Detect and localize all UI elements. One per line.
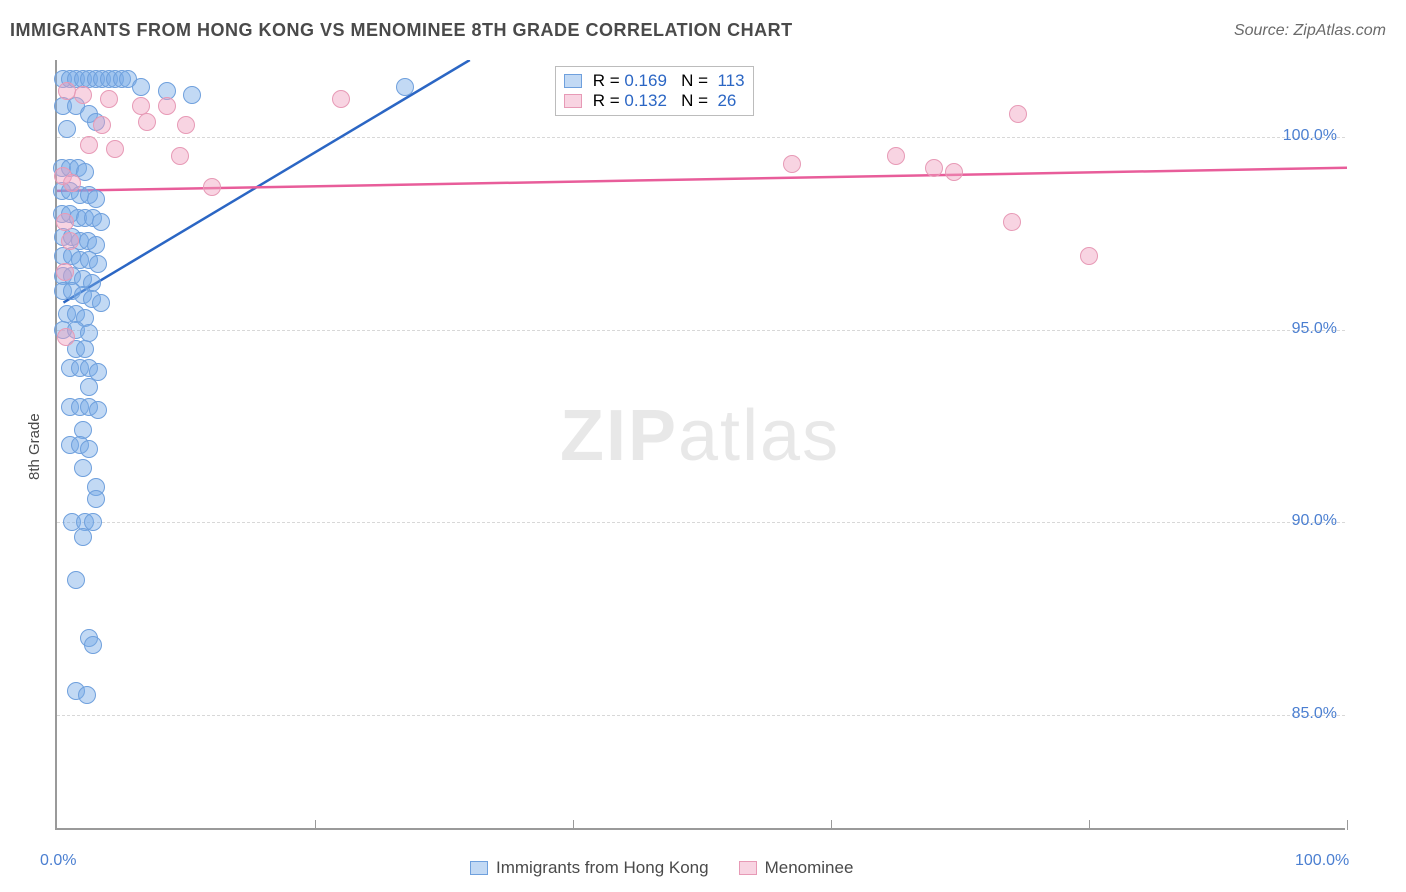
stats-legend-text: R = 0.169 N = 113 [588, 71, 745, 91]
data-point-hk [78, 686, 96, 704]
legend-swatch [564, 74, 582, 88]
x-tick-label-min: 0.0% [40, 852, 76, 870]
legend-swatch [739, 861, 757, 875]
data-point-hk [87, 490, 105, 508]
data-point-men [1009, 105, 1027, 123]
trend-line-hk [63, 60, 469, 303]
data-point-men [56, 213, 74, 231]
bottom-legend-item-hk: Immigrants from Hong Kong [470, 858, 709, 878]
data-point-men [1003, 213, 1021, 231]
x-tick-mark [1347, 820, 1348, 830]
stats-legend-text: R = 0.132 N = 26 [588, 91, 736, 111]
data-point-hk [84, 636, 102, 654]
legend-swatch [470, 861, 488, 875]
legend-swatch [564, 94, 582, 108]
data-point-men [57, 328, 75, 346]
trend-line-men [57, 168, 1347, 191]
plot-area: 85.0%90.0%95.0%100.0% [55, 60, 1345, 830]
data-point-men [177, 116, 195, 134]
data-point-men [203, 178, 221, 196]
data-point-men [61, 232, 79, 250]
stats-legend-row-hk: R = 0.169 N = 113 [564, 71, 745, 91]
data-point-hk [89, 401, 107, 419]
data-point-men [171, 147, 189, 165]
data-point-hk [92, 213, 110, 231]
data-point-hk [80, 378, 98, 396]
data-point-men [332, 90, 350, 108]
stats-legend-row-men: R = 0.132 N = 26 [564, 91, 745, 111]
bottom-legend: Immigrants from Hong Kong Menominee [470, 858, 853, 878]
bottom-legend-label: Immigrants from Hong Kong [496, 858, 709, 878]
data-point-hk [183, 86, 201, 104]
data-point-hk [58, 120, 76, 138]
chart-title: IMMIGRANTS FROM HONG KONG VS MENOMINEE 8… [10, 20, 793, 41]
bottom-legend-item-men: Menominee [739, 858, 854, 878]
data-point-hk [89, 255, 107, 273]
data-point-men [106, 140, 124, 158]
y-axis-label: 8th Grade [26, 413, 43, 480]
data-point-hk [76, 340, 94, 358]
data-point-men [63, 174, 81, 192]
stats-legend: R = 0.169 N = 113 R = 0.132 N = 26 [555, 66, 754, 116]
source-label: Source: ZipAtlas.com [1234, 22, 1386, 40]
bottom-legend-label: Menominee [765, 858, 854, 878]
x-tick-label-max: 100.0% [1295, 852, 1349, 870]
data-point-men [93, 116, 111, 134]
data-point-hk [74, 528, 92, 546]
data-point-hk [92, 294, 110, 312]
data-point-men [100, 90, 118, 108]
data-point-hk [87, 190, 105, 208]
trend-overlay [57, 60, 1347, 830]
data-point-men [56, 263, 74, 281]
data-point-men [783, 155, 801, 173]
data-point-hk [132, 78, 150, 96]
data-point-men [80, 136, 98, 154]
data-point-men [945, 163, 963, 181]
data-point-men [1080, 247, 1098, 265]
data-point-men [74, 86, 92, 104]
data-point-hk [396, 78, 414, 96]
data-point-hk [80, 440, 98, 458]
data-point-men [158, 97, 176, 115]
data-point-hk [84, 513, 102, 531]
data-point-hk [74, 459, 92, 477]
data-point-hk [67, 571, 85, 589]
data-point-men [138, 113, 156, 131]
data-point-men [925, 159, 943, 177]
data-point-men [887, 147, 905, 165]
